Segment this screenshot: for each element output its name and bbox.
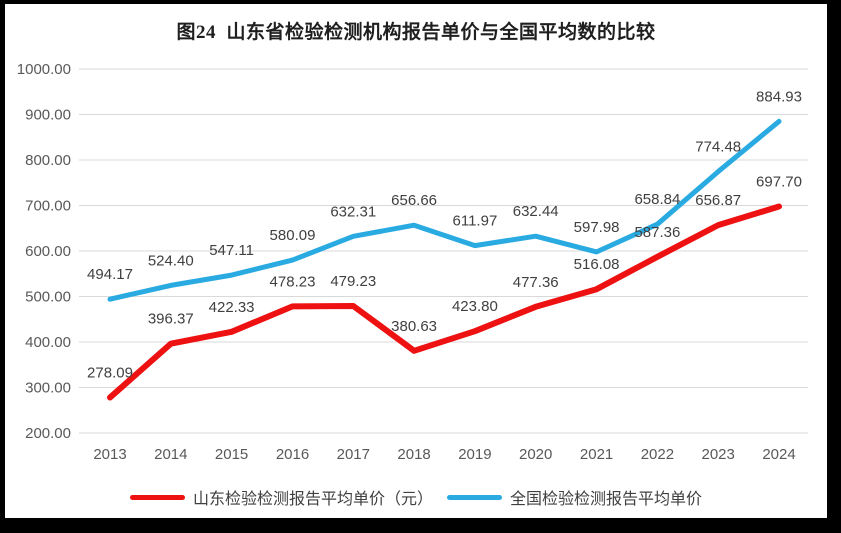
- data-label: 632.31: [330, 203, 376, 220]
- x-tick-label: 2020: [519, 446, 552, 463]
- data-label: 580.09: [270, 227, 316, 244]
- data-label: 423.80: [452, 298, 498, 315]
- series-line-1: [107, 118, 782, 302]
- data-label: 774.48: [695, 139, 741, 156]
- data-label: 656.66: [391, 192, 437, 209]
- y-tick-label: 800.00: [25, 152, 71, 169]
- chart-title: 图24 山东省检验检测机构报告单价与全国平均数的比较: [176, 22, 656, 43]
- chart-legend: 山东检验检测报告平均单价（元） 全国检验检测报告平均单价: [5, 485, 827, 509]
- y-tick-label: 900.00: [25, 107, 71, 124]
- x-tick-label: 2022: [641, 446, 674, 463]
- data-label: 597.98: [574, 219, 620, 236]
- data-label: 396.37: [148, 311, 194, 328]
- legend-item-national: 全国检验检测报告平均单价: [447, 485, 702, 509]
- y-tick-label: 400.00: [25, 334, 71, 351]
- data-label: 697.70: [756, 174, 802, 191]
- x-tick-label: 2018: [397, 446, 430, 463]
- data-label: 422.33: [209, 299, 255, 316]
- x-tick-label: 2024: [762, 446, 795, 463]
- y-tick-label: 500.00: [25, 289, 71, 306]
- data-label: 658.84: [634, 191, 680, 208]
- line-chart: 200.00 300.00 400.00 500.00 600.00 700.00 800.…: [17, 61, 808, 463]
- y-tick-label: 700.00: [25, 198, 71, 215]
- data-label: 547.11: [209, 242, 254, 259]
- national-line-swatch: [447, 494, 502, 500]
- data-label: 278.09: [87, 365, 133, 382]
- data-label: 380.63: [391, 318, 437, 335]
- data-label: 477.36: [513, 274, 559, 291]
- legend-label-shandong: 山东检验检测报告平均单价（元）: [192, 491, 433, 508]
- x-tick-label: 2019: [458, 446, 491, 463]
- data-label: 524.40: [148, 252, 194, 269]
- data-label: 479.23: [330, 273, 376, 290]
- data-label: 884.93: [756, 88, 802, 105]
- legend-label-national: 全国检验检测报告平均单价: [510, 491, 703, 508]
- series-line-0: [107, 203, 782, 401]
- y-tick-label: 300.00: [25, 380, 71, 397]
- data-label: 587.36: [634, 224, 680, 241]
- x-tick-label: 2021: [580, 446, 613, 463]
- y-tick-label: 1000.00: [17, 61, 71, 78]
- data-label: 478.23: [270, 273, 316, 290]
- x-tick-label: 2017: [337, 446, 370, 463]
- data-label: 516.08: [574, 256, 620, 273]
- y-tick-label: 200.00: [25, 425, 71, 442]
- x-tick-label: 2013: [93, 446, 126, 463]
- legend-item-shandong: 山东检验检测报告平均单价（元）: [129, 485, 433, 509]
- x-tick-label: 2016: [276, 446, 309, 463]
- data-label: 632.44: [513, 203, 559, 220]
- data-label: 611.97: [453, 213, 498, 230]
- shandong-line-swatch: [129, 494, 185, 500]
- x-tick-label: 2015: [215, 446, 248, 463]
- data-label: 656.87: [695, 192, 741, 209]
- x-tick-label: 2014: [154, 446, 187, 463]
- x-tick-label: 2023: [702, 446, 735, 463]
- y-tick-label: 600.00: [25, 243, 71, 260]
- data-label: 494.17: [87, 266, 133, 283]
- chart-panel: 图24 山东省检验检测机构报告单价与全国平均数的比较 200.00 300.00 4…: [5, 4, 827, 518]
